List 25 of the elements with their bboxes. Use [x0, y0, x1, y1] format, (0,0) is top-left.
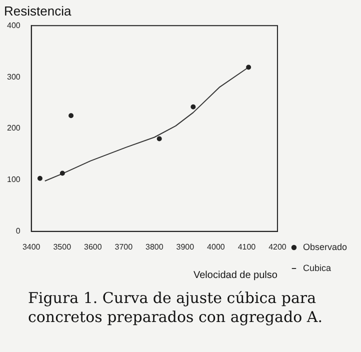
x-tick-label: 4100	[238, 242, 256, 252]
point	[246, 64, 252, 70]
y-tick-label: 300	[6, 72, 21, 82]
y-tick-label: 200	[6, 124, 21, 133]
x-tick-label: 3800	[146, 242, 164, 252]
y-tick-label: 100	[6, 175, 21, 184]
x-tick-label: 3900	[176, 242, 195, 252]
x-axis-title: Velocidad de pulso	[194, 270, 278, 281]
point	[156, 136, 162, 142]
y-axis-title: Resistencia	[4, 3, 72, 18]
legend-label: Observado	[302, 242, 348, 252]
x-tick-label: 3600	[84, 242, 102, 252]
legend-label: Cubica	[302, 262, 331, 273]
x-tick-label: 3400	[22, 242, 41, 252]
text: Figura 1. Curva de ajuste cúbica para concretos preparados con agregado A.	[28, 289, 324, 327]
point	[60, 170, 65, 176]
x-tick-label: 4200	[268, 242, 287, 252]
point	[190, 104, 196, 110]
x-tick-label: 3700	[114, 242, 134, 252]
x-tick-label: 4000	[207, 242, 226, 252]
y-tick-label: 0	[16, 226, 21, 236]
y-tick-label: 400	[6, 20, 21, 30]
point	[37, 176, 42, 181]
x-tick-label: 3500	[53, 242, 72, 252]
point	[68, 113, 74, 118]
